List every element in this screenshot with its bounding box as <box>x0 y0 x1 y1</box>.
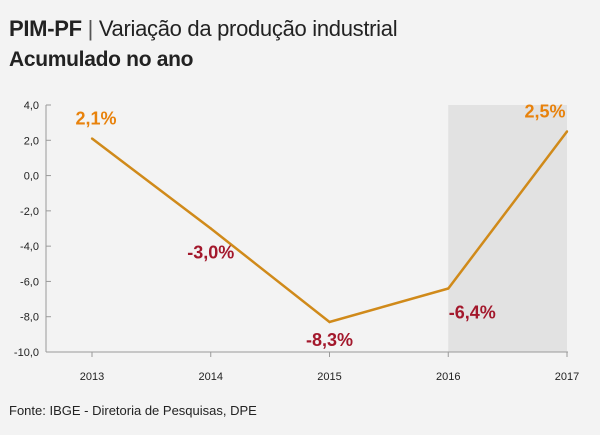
data-point <box>447 287 450 290</box>
data-point <box>90 137 94 140</box>
title-text: Variação da produção industrial <box>98 16 398 41</box>
data-label: -3,0% <box>187 243 234 263</box>
data-label: 2,5% <box>524 101 565 121</box>
data-label: -6,4% <box>449 302 496 322</box>
x-tick-label: 2017 <box>555 371 579 383</box>
y-tick-label: 0,0 <box>24 171 39 183</box>
highlight-band <box>448 105 567 352</box>
x-tick-label: 2016 <box>436 371 460 383</box>
title-code: PIM-PF <box>9 16 82 41</box>
y-tick-label: -10,0 <box>14 347 39 359</box>
data-point <box>328 320 331 324</box>
y-tick-label: -8,0 <box>20 312 39 324</box>
y-tick-label: 2,0 <box>24 135 39 147</box>
data-point <box>209 227 212 230</box>
data-label: -8,3% <box>306 330 353 350</box>
y-tick-label: -4,0 <box>20 241 39 253</box>
chart-title: PIM-PF | Variação da produção industrial <box>9 16 398 42</box>
data-label: 2,1% <box>75 109 116 129</box>
y-tick-label: -2,0 <box>20 206 39 218</box>
data-point <box>565 130 569 133</box>
chart-subtitle: Acumulado no ano <box>9 48 194 71</box>
x-tick-label: 2014 <box>199 371 223 383</box>
title-separator: | <box>87 16 94 41</box>
x-tick-label: 2015 <box>317 371 341 383</box>
x-tick-label: 2013 <box>80 371 104 383</box>
y-tick-label: 4,0 <box>24 100 39 112</box>
y-tick-label: -6,0 <box>20 276 39 288</box>
source-note: Fonte: IBGE - Diretoria de Pesquisas, DP… <box>9 403 257 418</box>
